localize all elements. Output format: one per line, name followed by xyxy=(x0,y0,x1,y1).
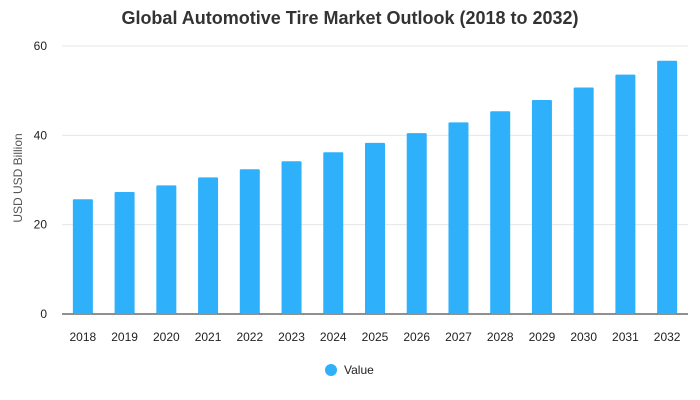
x-tick-label-2023: 2023 xyxy=(278,330,305,344)
y-axis-ticks: 0 20 40 60 xyxy=(34,39,48,321)
y-tick-label: 40 xyxy=(34,128,48,142)
bar-2023 xyxy=(281,161,302,314)
x-tick-label-2032: 2032 xyxy=(654,330,681,344)
x-tick-label-2021: 2021 xyxy=(195,330,222,344)
x-tick-label-2020: 2020 xyxy=(153,330,180,344)
bar-2032 xyxy=(657,60,678,314)
bar-2019 xyxy=(114,192,135,314)
bar-2026 xyxy=(406,133,427,314)
y-tick-label: 60 xyxy=(34,39,48,53)
bar-2031 xyxy=(615,74,636,314)
bar-2028 xyxy=(490,111,511,314)
bar-2020 xyxy=(156,185,177,314)
x-tick-label-2024: 2024 xyxy=(320,330,347,344)
x-tick-label-2018: 2018 xyxy=(70,330,97,344)
x-tick-label-2025: 2025 xyxy=(362,330,389,344)
chart-title: Global Automotive Tire Market Outlook (2… xyxy=(121,8,578,28)
bar-series xyxy=(72,60,678,315)
y-axis-title: USD USD Billion xyxy=(11,133,25,222)
x-tick-label-2026: 2026 xyxy=(403,330,430,344)
bar-2022 xyxy=(239,169,260,314)
x-tick-label-2028: 2028 xyxy=(487,330,514,344)
y-tick-label: 0 xyxy=(40,307,47,321)
bar-2024 xyxy=(323,152,344,314)
bar-2021 xyxy=(198,177,219,314)
x-tick-label-2030: 2030 xyxy=(570,330,597,344)
x-tick-label-2022: 2022 xyxy=(236,330,263,344)
bar-2025 xyxy=(365,142,385,314)
bar-2029 xyxy=(531,100,552,315)
bar-2018 xyxy=(72,199,93,314)
legend: Value xyxy=(325,363,374,377)
x-axis-ticks: 2018 2019 2020 2021 2022 2023 2024 2025 2026 2027… xyxy=(70,330,681,344)
y-tick-label: 20 xyxy=(34,218,48,232)
x-tick-label-2027: 2027 xyxy=(445,330,472,344)
x-tick-label-2029: 2029 xyxy=(529,330,556,344)
legend-series-label: Value xyxy=(344,363,374,377)
bar-2030 xyxy=(573,87,594,314)
legend-series-marker xyxy=(325,364,337,376)
x-tick-label-2031: 2031 xyxy=(612,330,639,344)
bar-2027 xyxy=(448,122,469,314)
x-tick-label-2019: 2019 xyxy=(111,330,138,344)
